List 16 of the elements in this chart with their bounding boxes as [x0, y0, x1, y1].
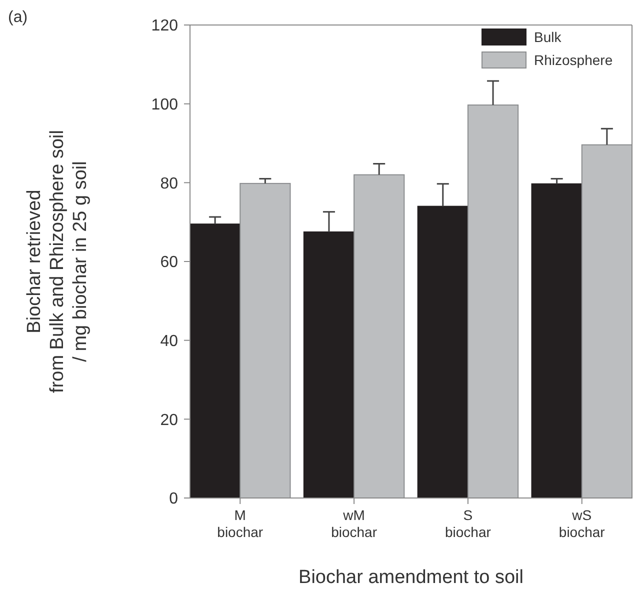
y-tick-label: 0 [169, 490, 178, 508]
x-tick-label: S biochar [445, 507, 492, 540]
x-axis-title: Biochar amendment to soil [298, 567, 524, 588]
y-tick-label: 60 [160, 254, 178, 272]
y-tick-label: 120 [151, 18, 178, 35]
legend-label: Bulk [534, 29, 562, 45]
y-tick-label: 100 [151, 96, 178, 114]
x-tick-label: wM biochar [331, 507, 378, 540]
y-tick-label: 20 [160, 412, 178, 429]
legend-label: Rhizosphere [534, 52, 613, 68]
y-axis-title: Biochar retrieved from Bulk and Rhizosphere soil / mg biochar in 25 g soil [24, 130, 91, 393]
x-tick-label: wS biochar [558, 507, 606, 540]
text: (a) [8, 9, 28, 26]
x-tick-label: M biochar [217, 507, 264, 540]
y-tick-label: 80 [160, 175, 178, 192]
y-tick-label: 40 [160, 332, 178, 350]
